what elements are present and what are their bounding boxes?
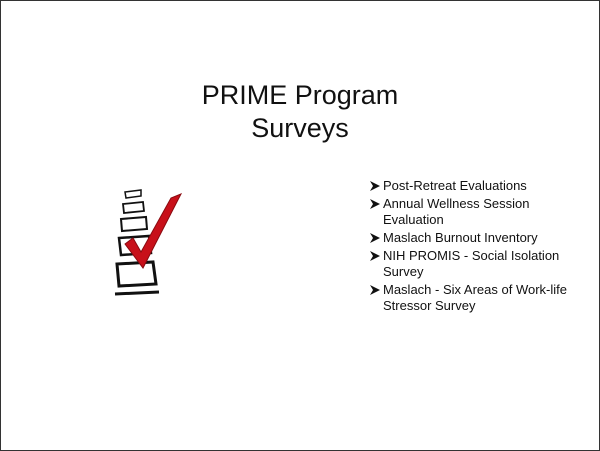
slide-title: PRIME Program Surveys [1,79,599,145]
bullet-text: Maslach Burnout Inventory [383,230,538,245]
slide: PRIME Program Surveys Post-Retreat Evalu… [0,0,600,451]
bullet-text: NIH PROMIS - Social Isolation Survey [383,248,559,279]
title-line: PRIME Program [1,79,599,112]
checklist-icon [111,186,201,301]
bullet-text: Maslach - Six Areas of Work-life Stresso… [383,282,567,313]
bullet-arrow [370,199,380,209]
bullet-arrow [370,251,380,261]
bullet-list: Post-Retreat Evaluations Annual Wellness … [370,178,570,316]
bullet-item: Maslach - Six Areas of Work-life Stresso… [370,282,570,314]
bullet-item: Post-Retreat Evaluations [370,178,570,194]
bullet-text: Post-Retreat Evaluations [383,178,527,193]
bullet-item: Annual Wellness Session Evaluation [370,196,570,228]
bullet-text: Annual Wellness Session Evaluation [383,196,529,227]
bullet-item: Maslach Burnout Inventory [370,230,570,246]
bullet-arrow [370,181,380,191]
title-line: Surveys [1,112,599,145]
bullet-arrow [370,233,380,243]
bullet-item: NIH PROMIS - Social Isolation Survey [370,248,570,280]
bullet-arrow [370,285,380,295]
